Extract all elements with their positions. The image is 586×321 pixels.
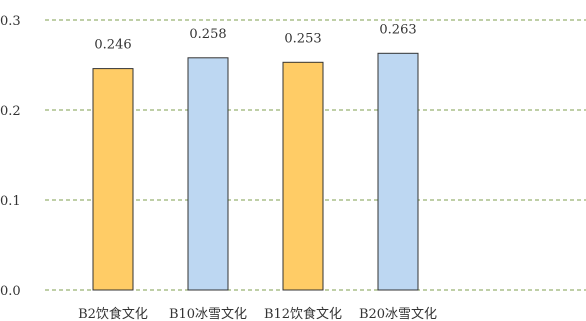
y-tick-label: 0.1 xyxy=(0,194,21,209)
data-label: 0.253 xyxy=(284,31,321,46)
bar xyxy=(187,57,229,291)
data-label: 0.246 xyxy=(94,38,131,53)
category-labels: B2饮食文化 B10冰雪文化 B12饮食文化 B20冰雪文化 xyxy=(78,306,437,321)
y-tick-label: 0.3 xyxy=(0,14,21,29)
bars xyxy=(92,52,419,291)
data-label: 0.258 xyxy=(189,27,226,42)
bar xyxy=(377,52,419,291)
y-tick-label: 0.2 xyxy=(0,104,21,119)
y-axis-ticks: 0.0 0.1 0.2 0.3 xyxy=(0,14,21,299)
data-labels: 0.246 0.258 0.253 0.263 xyxy=(94,22,416,52)
category-label: B20冰雪文化 xyxy=(359,307,437,321)
category-label: B2饮食文化 xyxy=(78,306,148,321)
y-tick-label: 0.0 xyxy=(0,284,21,299)
grid-lines xyxy=(45,19,586,291)
bar xyxy=(282,61,324,291)
category-label: B12饮食文化 xyxy=(264,306,342,321)
bar xyxy=(92,68,134,291)
data-label: 0.263 xyxy=(379,22,416,37)
category-label: B10冰雪文化 xyxy=(169,307,247,321)
